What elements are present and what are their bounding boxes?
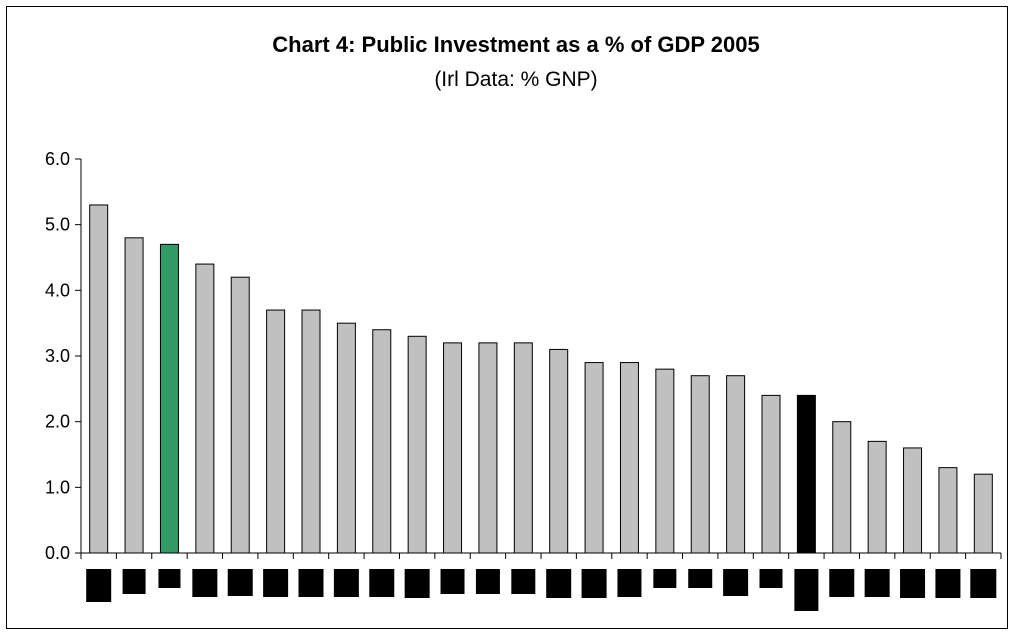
- category-label-blocks: [86, 569, 997, 611]
- category-label-block: [86, 569, 112, 602]
- category-label-block: [829, 569, 855, 597]
- bar: [973, 473, 993, 554]
- category-label-block: [900, 569, 926, 598]
- bar: [726, 375, 746, 554]
- bar: [478, 342, 498, 554]
- category-label-block: [404, 569, 430, 598]
- category-label-block: [440, 569, 465, 594]
- bar: [195, 263, 215, 554]
- category-label-block: [759, 569, 783, 588]
- bar: [655, 368, 675, 554]
- y-tick-label: 6.0: [45, 149, 70, 169]
- category-label-block: [653, 569, 677, 588]
- chart-frame: Chart 4: Public Investment as a % of GDP…: [6, 6, 1008, 629]
- category-label-block: [581, 569, 607, 598]
- category-label-block: [475, 569, 500, 594]
- bar: [159, 243, 179, 554]
- bar: [407, 335, 427, 554]
- category-label-block: [333, 569, 359, 597]
- category-label-block: [158, 569, 181, 588]
- bar: [619, 362, 639, 554]
- category-label-block: [617, 569, 642, 597]
- chart-title: Chart 4: Public Investment as a % of GDP…: [272, 32, 759, 57]
- bar-chart: Chart 4: Public Investment as a % of GDP…: [45, 32, 1002, 611]
- category-label-block: [864, 569, 890, 597]
- bars: [89, 204, 993, 554]
- bar: [690, 375, 710, 554]
- bar: [89, 204, 109, 554]
- category-label-block: [192, 569, 218, 597]
- y-tick-label: 3.0: [45, 346, 70, 366]
- bar: [549, 348, 569, 554]
- bar: [832, 421, 852, 554]
- y-tick-label: 4.0: [45, 280, 70, 300]
- x-axis: [80, 552, 1002, 559]
- category-label-block: [227, 569, 253, 596]
- bar: [938, 467, 958, 554]
- category-label-block: [122, 569, 146, 594]
- bar: [230, 276, 250, 554]
- y-tick-label: 2.0: [45, 412, 70, 432]
- bar: [761, 394, 781, 554]
- bar: [266, 309, 286, 554]
- bar: [372, 329, 392, 554]
- category-label-block: [935, 569, 961, 598]
- bar: [903, 447, 923, 554]
- category-label-block: [970, 569, 997, 598]
- bar: [443, 342, 463, 554]
- chart-subtitle: (Irl Data: % GNP): [434, 68, 597, 91]
- bar: [513, 342, 533, 554]
- y-tick-label: 0.0: [45, 543, 70, 563]
- bar: [301, 309, 321, 554]
- y-axis: 0.0 1.0 2.0 3.0 4.0 5.0 6.0: [45, 149, 82, 563]
- category-label-block: [511, 569, 536, 594]
- category-label-block: [546, 569, 572, 598]
- bar: [336, 322, 356, 554]
- category-label-block: [263, 569, 289, 597]
- category-label-block: [298, 569, 324, 597]
- category-label-block: [688, 569, 713, 588]
- category-label-block: [794, 569, 819, 611]
- category-label-block: [723, 569, 749, 596]
- category-label-block: [369, 569, 395, 597]
- bar: [796, 394, 816, 554]
- bar: [867, 440, 887, 554]
- bar: [124, 237, 144, 554]
- y-tick-label: 1.0: [45, 477, 70, 497]
- bar: [584, 362, 604, 554]
- y-tick-label: 5.0: [45, 215, 70, 235]
